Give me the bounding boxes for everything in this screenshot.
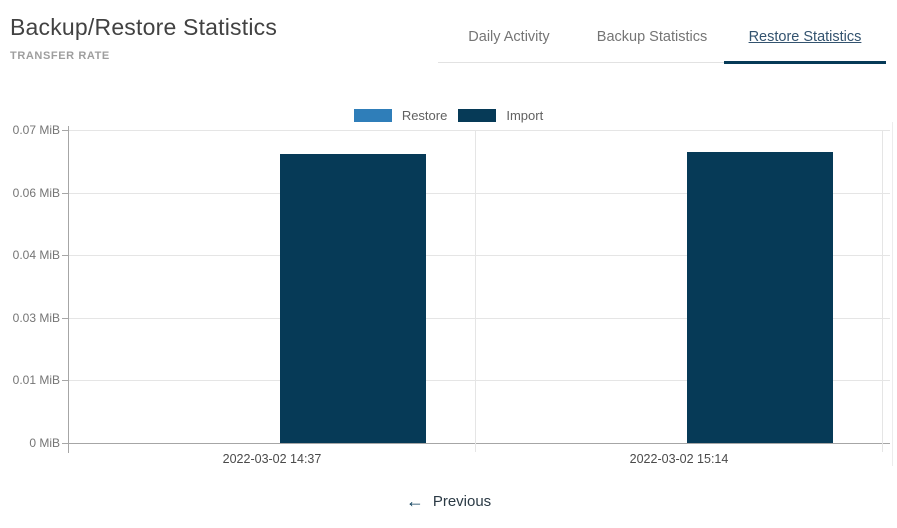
y-tick-mark: [62, 443, 69, 444]
chart-title: TRANSFER RATE: [10, 50, 110, 62]
tab-bar: Daily Activity Backup Statistics Restore…: [438, 12, 886, 64]
tab-daily-activity[interactable]: Daily Activity: [438, 12, 580, 62]
category-gridline: [882, 130, 883, 452]
gridline: [62, 318, 890, 319]
gridline: [62, 255, 890, 256]
y-axis-line: [68, 126, 69, 453]
y-axis-label: 0.04 MiB: [12, 248, 60, 263]
gridline: [62, 193, 890, 194]
tab-restore-statistics[interactable]: Restore Statistics: [724, 12, 886, 64]
x-axis-label: 2022-03-02 15:14: [629, 452, 729, 466]
y-tick-mark: [62, 193, 69, 194]
category-gridline: [475, 130, 476, 452]
y-tick-mark: [62, 130, 69, 131]
legend-label-restore: Restore: [401, 108, 448, 123]
x-axis-label: 2022-03-02 14:37: [222, 452, 322, 466]
previous-label: Previous: [432, 492, 492, 510]
import-swatch-icon: [458, 109, 497, 122]
previous-button[interactable]: ← Previous: [406, 491, 491, 511]
bar-import-2: [687, 152, 833, 443]
legend-item-restore[interactable]: Restore: [353, 108, 448, 123]
bar-import-1: [280, 154, 426, 443]
page-title: Backup/Restore Statistics: [10, 14, 278, 40]
legend-item-import[interactable]: Import: [458, 108, 543, 123]
x-axis-line: [62, 443, 890, 444]
y-axis-label: 0.06 MiB: [12, 185, 60, 200]
gridline: [62, 130, 890, 131]
y-axis-label: 0 MiB: [29, 436, 60, 450]
gridline: [62, 380, 890, 381]
left-arrow-icon: ←: [405, 491, 424, 511]
y-tick-mark: [62, 255, 69, 256]
y-tick-mark: [62, 380, 69, 381]
legend-label-import: Import: [506, 108, 544, 123]
y-axis-label: 0.01 MiB: [12, 373, 60, 388]
chart-legend: Restore Import: [0, 108, 897, 123]
tab-backup-statistics[interactable]: Backup Statistics: [580, 12, 724, 62]
pagination: ← Previous: [0, 491, 897, 511]
y-tick-mark: [62, 318, 69, 319]
chart-right-border: [892, 122, 893, 466]
restore-swatch-icon: [353, 109, 392, 122]
y-axis-label: 0.03 MiB: [12, 310, 60, 325]
y-axis-label: 0.07 MiB: [12, 123, 60, 137]
